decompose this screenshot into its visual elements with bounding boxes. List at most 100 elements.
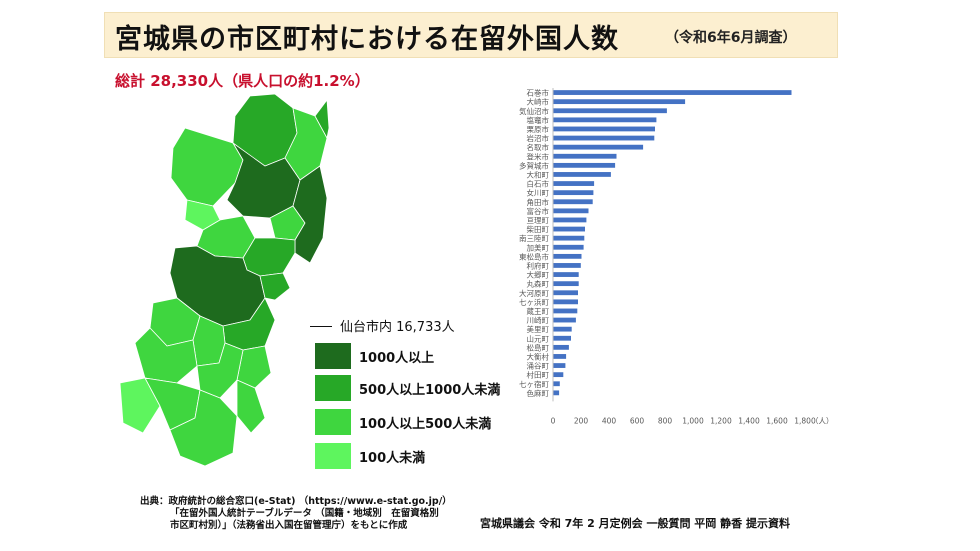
source-note: 出典：政府統計の総合窓口(e-Stat) （https://www.e-stat…	[140, 496, 452, 532]
page-subtitle: （令和6年6月調査）	[665, 30, 797, 46]
category-label: 色麻町	[527, 388, 550, 398]
source-line-1: 出典：政府統計の総合窓口(e-Stat) （https://www.e-stat…	[140, 496, 452, 507]
sendai-leader-line	[310, 326, 332, 327]
map-region-shichikashuku	[119, 377, 161, 434]
x-tick-label: 800	[658, 416, 673, 425]
bar	[553, 372, 564, 378]
category-label: 大衡村	[527, 351, 550, 361]
category-label: 利府町	[527, 260, 550, 270]
category-label: 栗原市	[527, 124, 550, 134]
bar	[553, 290, 578, 296]
category-label: 大郷町	[527, 270, 550, 280]
category-label: 亘理町	[527, 216, 550, 225]
category-label: 柴田町	[527, 224, 550, 234]
map-region-kesennuma	[314, 98, 330, 140]
total-count: 総計 28,330人（県人口の約1.2%）	[115, 72, 370, 90]
bar	[553, 363, 566, 368]
bar	[553, 344, 569, 350]
category-label: 美里町	[527, 324, 550, 334]
category-label: 気仙沼市	[519, 106, 549, 116]
legend-label: 1000人以上	[359, 351, 435, 366]
legend-swatch	[315, 409, 351, 435]
bar	[553, 217, 587, 223]
category-label: 丸森町	[527, 279, 550, 289]
bar	[553, 272, 579, 277]
bar	[553, 317, 576, 323]
category-label: 大河原町	[519, 288, 549, 298]
source-line-2: 「在留外国人統計テーブルデータ （国籍・地域別 在留資格別	[170, 508, 439, 519]
bar	[553, 381, 560, 387]
bar	[553, 144, 644, 150]
presenter-note: 宮城県議会 令和 7年 2 月定例会 一般質問 平岡 静香 提示資料	[480, 517, 790, 530]
bar	[553, 335, 571, 341]
category-label: 大和町	[527, 169, 550, 179]
category-label: 富谷市	[527, 206, 550, 216]
category-label: 七ヶ宿町	[519, 379, 549, 389]
legend-swatch	[315, 375, 351, 401]
x-tick-label: 1,600	[766, 416, 788, 425]
bar	[553, 162, 616, 168]
x-tick-label: 1,400	[738, 416, 760, 425]
bar	[553, 354, 567, 359]
bar	[553, 172, 611, 177]
bar	[553, 135, 655, 141]
page-title: 宮城県の市区町村における在留外国人数	[115, 24, 619, 55]
category-label: 石巻市	[527, 88, 550, 98]
sendai-label: 仙台市内 16,733人	[340, 320, 455, 335]
map-region-marumori	[169, 389, 238, 467]
x-tick-label: 1,200	[710, 416, 732, 425]
category-label: 多賀城市	[519, 160, 549, 170]
category-label: 大崎市	[527, 97, 550, 107]
map-region-yamamoto	[236, 379, 266, 434]
bar	[553, 181, 595, 186]
prefecture-map	[119, 93, 330, 467]
bar	[553, 208, 589, 214]
bar-chart: 石巻市大崎市気仙沼市塩竈市栗原市岩沼市名取市登米市多賀城市大和町白石市女川町角田…	[519, 88, 834, 426]
category-label: 村田町	[527, 370, 550, 380]
bar	[553, 263, 581, 268]
legend-label: 100人未満	[359, 451, 426, 466]
bar	[553, 90, 792, 95]
category-label: 名取市	[527, 142, 550, 152]
category-label: 東松島市	[519, 251, 549, 261]
title-banner: 宮城県の市区町村における在留外国人数 （令和6年6月調査）	[104, 12, 838, 58]
bar	[553, 199, 593, 205]
category-label: 塩竈市	[527, 115, 550, 125]
bar	[553, 308, 578, 314]
category-label: 川崎町	[527, 315, 550, 325]
category-label: 白石市	[527, 179, 550, 189]
category-label: 蔵王町	[527, 306, 550, 316]
category-label: 涌谷町	[527, 361, 550, 371]
legend-item-1000plus: 1000人以上	[315, 343, 555, 369]
bar	[553, 153, 617, 159]
legend-label: 500人以上1000人未満	[359, 383, 501, 398]
category-label: 七ヶ浜町	[519, 297, 549, 307]
legend-swatch	[315, 343, 351, 369]
category-label: 岩沼市	[527, 133, 550, 143]
bar	[553, 99, 686, 105]
category-label: 山元町	[527, 333, 550, 343]
map-region-ishinomaki	[292, 165, 328, 264]
bar	[553, 117, 657, 123]
bar	[553, 253, 582, 259]
x-tick-label: 600	[630, 416, 645, 425]
category-label: 角田市	[527, 197, 550, 207]
bar	[553, 108, 667, 114]
map-region-shiogama	[259, 272, 291, 301]
legend-swatch	[315, 443, 351, 469]
bar	[553, 244, 584, 250]
x-tick-label: 400	[602, 416, 617, 425]
x-tick-label: 200	[574, 416, 589, 425]
source-line-3: 市区町村別）」（法務省出入国在留管理庁）をもとに作成	[170, 520, 408, 531]
bar	[553, 235, 585, 241]
bar	[553, 281, 579, 287]
legend-item-100-500: 100人以上500人未満	[315, 409, 555, 435]
bar	[553, 326, 572, 332]
x-axis-unit: （人）	[811, 416, 834, 425]
bar	[553, 126, 655, 132]
legend-label: 100人以上500人未満	[359, 417, 492, 432]
category-label: 松島町	[527, 342, 550, 352]
category-label: 加美町	[527, 242, 550, 252]
category-label: 登米市	[527, 151, 550, 161]
x-tick-label: 1,000	[682, 416, 704, 425]
